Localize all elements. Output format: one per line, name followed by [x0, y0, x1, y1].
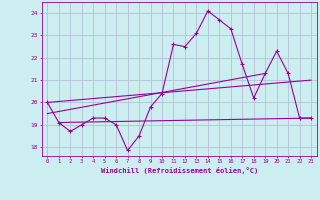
X-axis label: Windchill (Refroidissement éolien,°C): Windchill (Refroidissement éolien,°C) [100, 167, 258, 174]
